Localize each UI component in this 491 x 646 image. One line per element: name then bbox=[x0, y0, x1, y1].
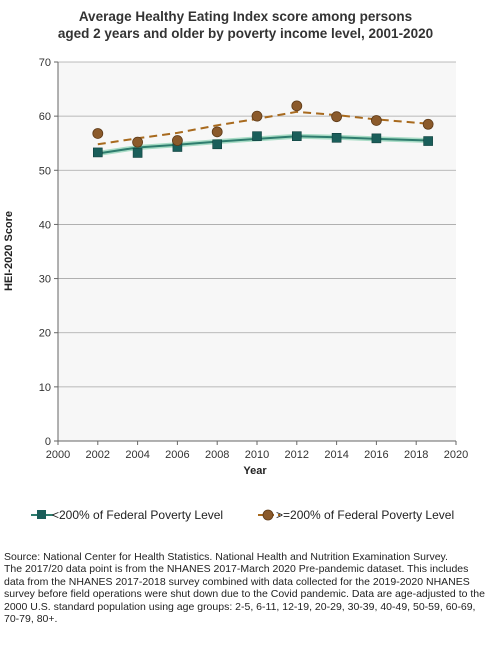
data-point-square bbox=[212, 139, 222, 150]
data-point-square bbox=[132, 148, 143, 158]
x-tick-label: 2018 bbox=[404, 449, 428, 461]
data-point-square bbox=[371, 133, 382, 144]
footnote-source: Source: National Center for Health Stati… bbox=[4, 551, 448, 563]
y-tick-label: 60 bbox=[39, 111, 51, 123]
y-tick-label: 40 bbox=[39, 219, 51, 231]
y-tick-label: 0 bbox=[45, 436, 51, 448]
chart-title-line-1: Average Healthy Eating Index score among… bbox=[78, 9, 413, 24]
data-point-circle bbox=[291, 100, 303, 112]
x-tick-label: 2004 bbox=[125, 449, 149, 461]
x-tick-label: 2016 bbox=[364, 449, 388, 461]
legend-square-marker-icon bbox=[37, 510, 46, 519]
x-axis-title: Year bbox=[243, 465, 267, 477]
data-point-circle bbox=[132, 136, 144, 148]
y-tick-label: 20 bbox=[39, 328, 51, 340]
data-point-circle bbox=[92, 128, 104, 139]
x-tick-label: 2000 bbox=[46, 449, 70, 461]
chart-title-line-2: aged 2 years and older by poverty income… bbox=[57, 26, 434, 41]
legend: <200% of Federal Poverty Level >=200% of… bbox=[31, 508, 454, 522]
line-chart: 0 10 20 30 40 50 60 70 2000 2002 2004 2006 2008 2010 2… bbox=[3, 57, 468, 522]
x-tick-label: 2006 bbox=[165, 449, 189, 461]
series bbox=[92, 100, 434, 158]
data-point-circle bbox=[211, 126, 223, 138]
data-point-square bbox=[331, 133, 342, 143]
x-tick-label: 2020 bbox=[444, 449, 468, 461]
x-tick-label: 2014 bbox=[324, 449, 348, 461]
data-point-square bbox=[93, 147, 103, 158]
y-tick-label: 50 bbox=[39, 165, 51, 177]
plot-area bbox=[58, 62, 456, 441]
data-point-circle bbox=[422, 118, 434, 130]
x-tick-label: 2012 bbox=[285, 449, 309, 461]
y-tick-label: 70 bbox=[39, 57, 51, 69]
legend-item-high-income: >=200% of Federal Poverty Level bbox=[258, 508, 454, 522]
data-point-circle bbox=[171, 135, 183, 146]
y-axis-title: HEI-2020 Score bbox=[3, 211, 15, 291]
chart-title: Average Healthy Eating Index score among… bbox=[0, 8, 491, 42]
footnote: Source: National Center for Health Stati… bbox=[4, 551, 488, 625]
data-point-square bbox=[291, 131, 302, 141]
legend-label-low-income: <200% of Federal Poverty Level bbox=[52, 508, 223, 522]
x-tick-label: 2008 bbox=[205, 449, 229, 461]
legend-label-high-income: >=200% of Federal Poverty Level bbox=[276, 508, 454, 522]
data-point-circle bbox=[251, 110, 263, 122]
legend-circle-marker-icon bbox=[262, 509, 274, 521]
y-tick-label: 30 bbox=[39, 274, 51, 286]
data-point-square bbox=[252, 131, 262, 141]
footnote-note: The 2017/20 data point is from the NHANE… bbox=[4, 563, 485, 626]
series-0 bbox=[93, 131, 433, 158]
series-1 bbox=[92, 100, 434, 148]
data-point-square bbox=[423, 136, 433, 146]
data-point-circle bbox=[331, 111, 343, 123]
data-point-circle bbox=[370, 115, 382, 126]
y-tick-label: 10 bbox=[39, 382, 51, 394]
x-tick-label: 2002 bbox=[86, 449, 110, 461]
tick-labels: 0 10 20 30 40 50 60 70 2000 2002 2004 2006 2008 2010 2… bbox=[39, 57, 468, 461]
legend-item-low-income: <200% of Federal Poverty Level bbox=[31, 508, 223, 522]
x-tick-label: 2010 bbox=[245, 449, 269, 461]
